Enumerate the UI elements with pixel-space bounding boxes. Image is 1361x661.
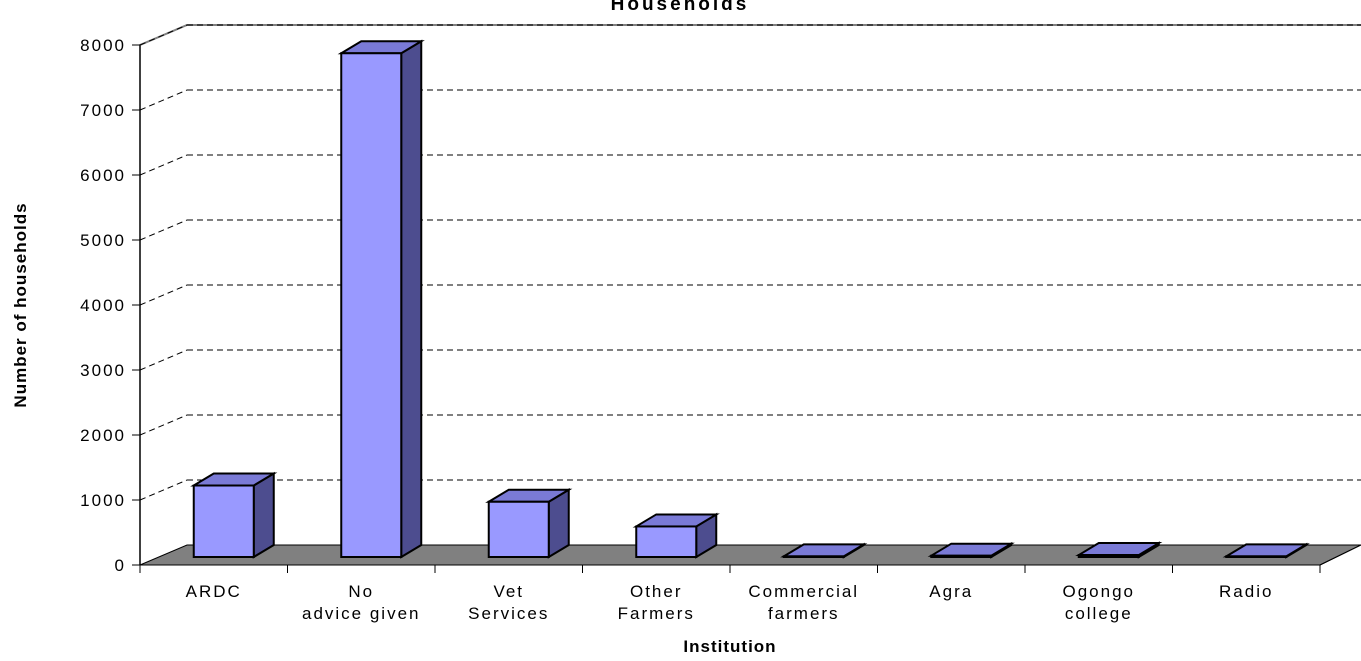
x-tick-label-line: advice given (302, 604, 421, 623)
grid-line (139, 219, 188, 241)
y-tick-label: 3000 (80, 361, 126, 380)
wall (139, 24, 1361, 565)
bar (340, 52, 403, 558)
y-tick-label: 0 (115, 556, 126, 575)
floor (139, 544, 1361, 566)
x-tick-label-line: Other (630, 582, 683, 601)
x-axis-end (1319, 544, 1361, 566)
x-tick-label-line: Services (468, 604, 549, 623)
y-tick-label: 6000 (80, 166, 126, 185)
grid-line (139, 89, 188, 111)
x-tick-label: Commercial farmers (748, 582, 859, 623)
y-axis-title: Number of households (11, 202, 30, 407)
x-tick-label: Ogongo college (1063, 582, 1136, 623)
grid-line (139, 24, 188, 46)
x-tick-label: No advice given (302, 582, 421, 623)
x-tick-label: Radio (1219, 582, 1273, 601)
bar (635, 525, 698, 559)
x-tick-label-line: No (348, 582, 374, 601)
x-tick-label-line: farmers (768, 604, 840, 623)
x-tick-label: Other Farmers (618, 582, 695, 623)
bar (192, 484, 255, 558)
x-tick-label-line: Vet (493, 582, 524, 601)
bar-side (400, 39, 423, 559)
bar (1225, 555, 1288, 558)
y-tick-label: 4000 (80, 296, 126, 315)
x-axis-title: Institution (683, 637, 776, 656)
bar (782, 555, 845, 558)
x-tick-label: Agra (929, 582, 973, 601)
y-tick-label: 2000 (80, 426, 126, 445)
grid-line (139, 284, 188, 306)
bar (1077, 554, 1140, 558)
y-tick-label: 7000 (80, 101, 126, 120)
x-tick-label-line: Farmers (618, 604, 695, 623)
bar-side (252, 471, 275, 559)
y-tick-label: 8000 (80, 36, 126, 55)
grid-line (139, 154, 188, 176)
x-tick-label: Vet Services (468, 582, 549, 623)
chart-title: Households (611, 0, 750, 15)
grid-line (139, 479, 188, 501)
grid-line (139, 349, 188, 371)
x-tick-label-line: Commercial (748, 582, 859, 601)
bar (930, 554, 993, 559)
x-tick-label-line: Ogongo (1063, 582, 1136, 601)
bar (487, 500, 550, 558)
y-tick-label: 5000 (80, 231, 126, 250)
y-tick-label: 1000 (80, 491, 126, 510)
grid-line (139, 414, 188, 436)
x-tick-label-line: college (1065, 604, 1133, 623)
x-tick-label: ARDC (186, 582, 242, 601)
